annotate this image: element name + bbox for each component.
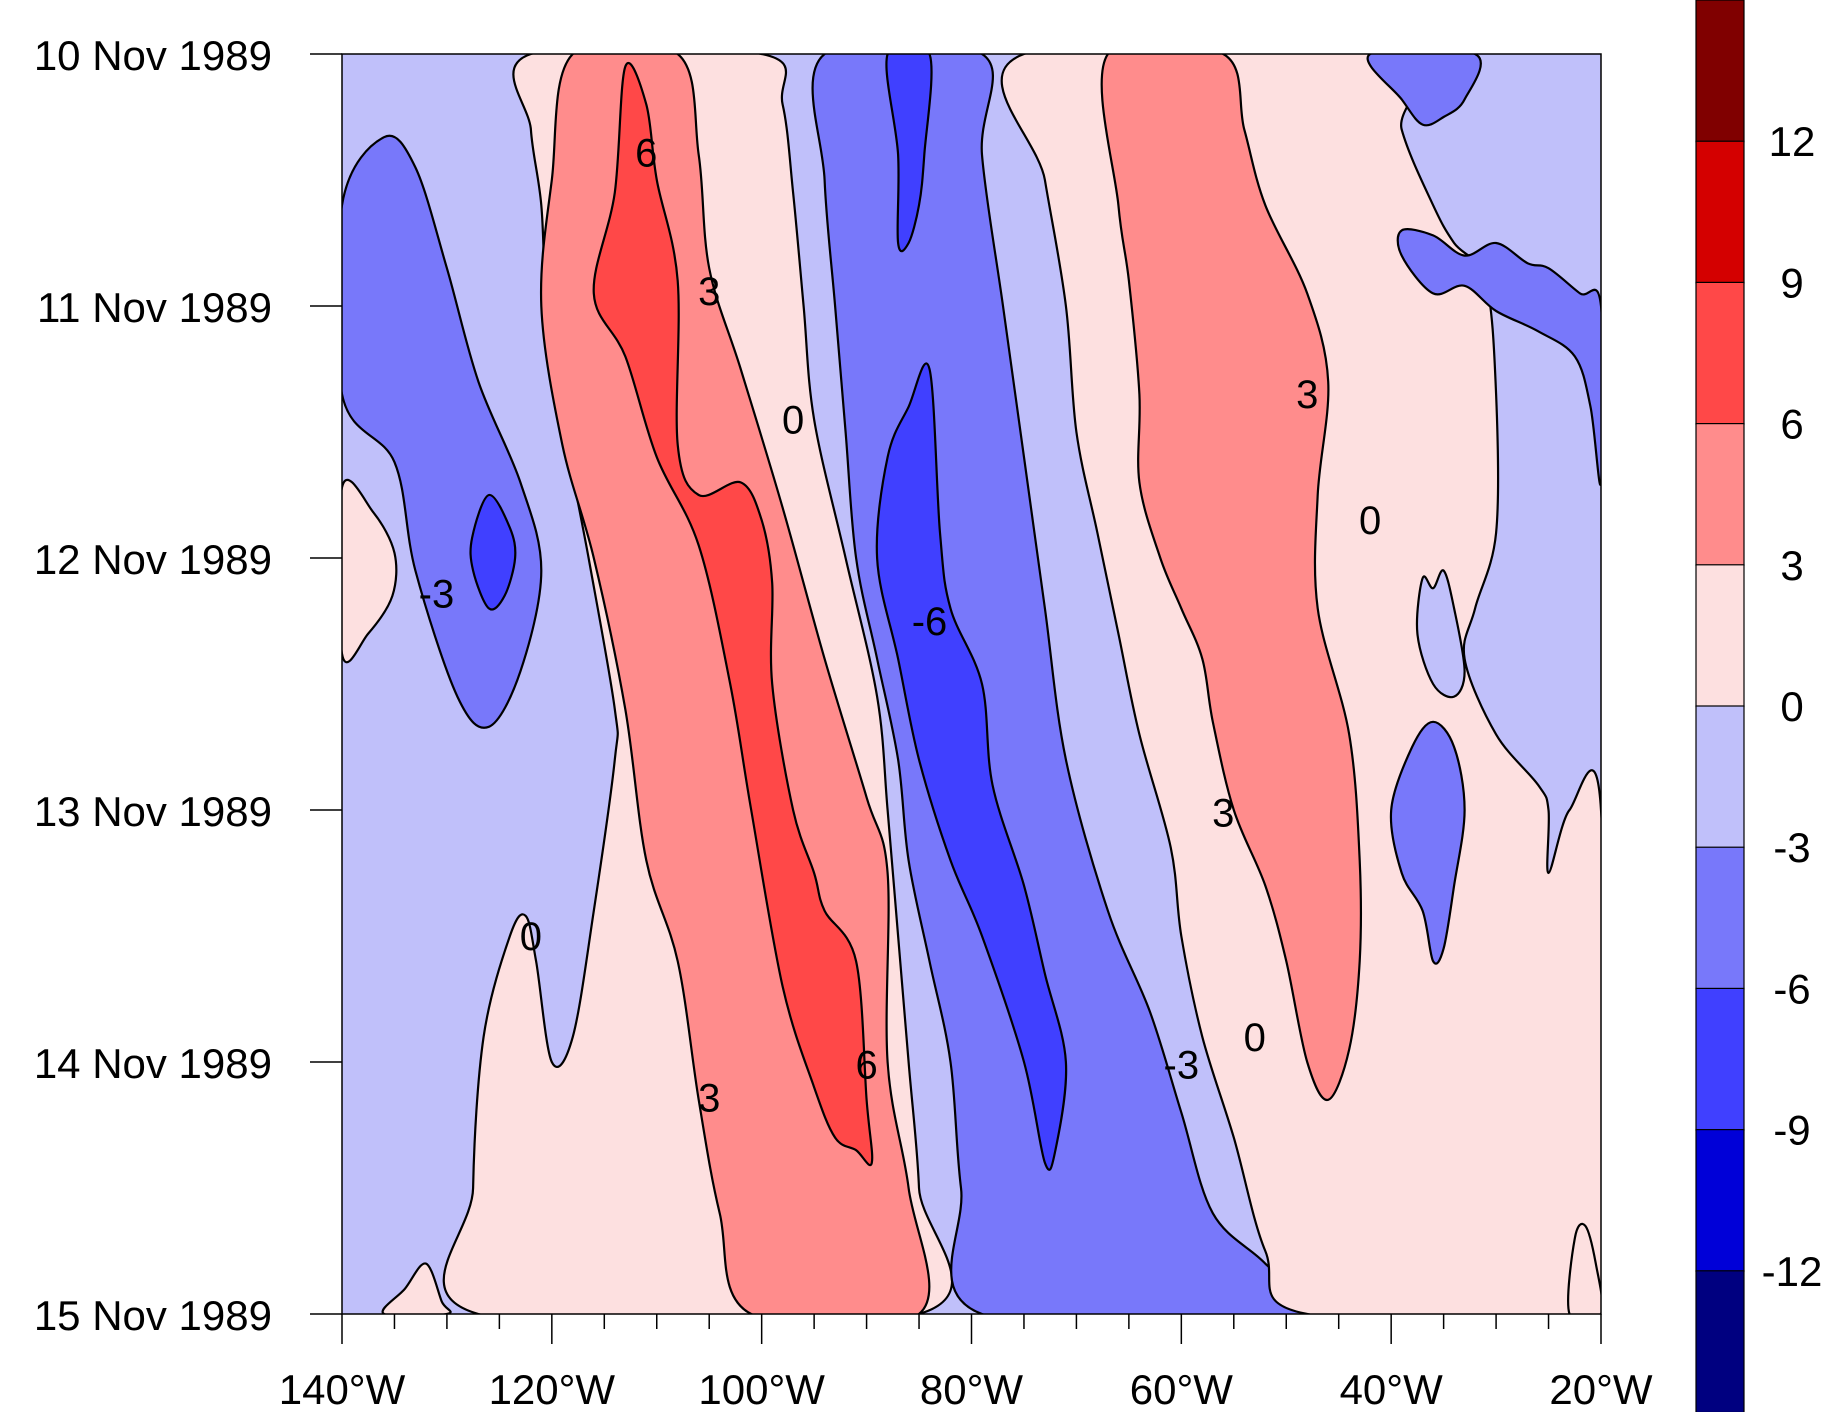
x-tick-label: 140°W (279, 1366, 406, 1412)
contour-label: 0 (1244, 1016, 1266, 1060)
contour-region-0_to_3 (342, 478, 398, 664)
x-tick-label: 100°W (698, 1366, 825, 1412)
colorbar-swatch (1695, 846, 1745, 990)
contour-region-0_to_3 (1567, 1222, 1601, 1314)
contour-label: 3 (1296, 373, 1318, 417)
contour-region-m6_to_m3 (1396, 228, 1601, 486)
contour-label: -3 (1164, 1044, 1200, 1088)
x-tick-label: 60°W (1130, 1366, 1234, 1412)
colorbar-label: 3 (1780, 542, 1803, 589)
contour-label: 6 (855, 1044, 877, 1088)
x-tick-label: 120°W (489, 1366, 616, 1412)
x-tick-label: 80°W (920, 1366, 1024, 1412)
y-tick-label: 11 Nov 1989 (37, 284, 272, 331)
contour-label: -3 (419, 572, 455, 616)
colorbar-swatch (1695, 281, 1745, 425)
contour-fills (342, 54, 1601, 1314)
contour-region-m3_to_0 (1415, 569, 1466, 699)
contour-region-m9_to_m6 (875, 362, 1068, 1171)
contour-region-m6_to_m3 (811, 54, 1324, 1314)
contour-label: 3 (698, 1076, 720, 1120)
colorbar-label: 12 (1769, 118, 1816, 165)
plot-area (341, 53, 1602, 1315)
colorbar-swatch (1695, 0, 1745, 143)
contour-label: -6 (912, 600, 948, 644)
colorbar-label: 6 (1780, 401, 1803, 448)
contour-region-6_to_9 (592, 62, 874, 1167)
colorbar-label: 9 (1780, 259, 1803, 306)
contour-region-3_to_6 (1100, 54, 1363, 1101)
y-tick-label: 10 Nov 1989 (34, 32, 272, 79)
colorbar-label: -3 (1773, 824, 1810, 871)
colorbar-label: -12 (1762, 1248, 1823, 1295)
contour-region-m6_to_m3 (1389, 720, 1466, 965)
colorbar-swatch (1695, 1270, 1745, 1412)
colorbar-swatch (1695, 423, 1745, 566)
contour-label: 6 (635, 131, 657, 175)
colorbar-swatch (1695, 1128, 1745, 1272)
colorbar-label: -9 (1773, 1107, 1810, 1154)
y-tick-label: 12 Nov 1989 (34, 536, 272, 583)
contour-label: 0 (1359, 499, 1381, 543)
colorbar-swatch (1695, 564, 1745, 708)
contour-region-0_to_3 (381, 1262, 452, 1314)
colorbar-label: 0 (1780, 683, 1803, 730)
x-tick-label: 20°W (1549, 1366, 1653, 1412)
colorbar-swatch (1695, 705, 1745, 849)
contour-labels: 6 3 0 -3 -6 3 0 3 0 3 6 -3 0 (419, 131, 1382, 1120)
y-tick-label: 13 Nov 1989 (34, 788, 272, 835)
colorbar-swatch (1695, 140, 1745, 284)
y-tick-label: 14 Nov 1989 (34, 1040, 272, 1087)
colorbar-label: -6 (1773, 965, 1810, 1012)
contour-label: 0 (520, 915, 542, 959)
x-tick-label: 40°W (1340, 1366, 1444, 1412)
y-tick-label: 15 Nov 1989 (34, 1292, 272, 1339)
contour-label: 3 (698, 270, 720, 314)
y-axis: 10 Nov 1989 11 Nov 1989 12 Nov 1989 13 Nov … (34, 32, 342, 1339)
contour-region-m9_to_m6 (469, 493, 517, 611)
contour-region-m9_to_m6 (885, 54, 933, 253)
contour-label: 3 (1212, 792, 1234, 836)
colorbar-swatch (1695, 987, 1745, 1131)
colorbar: 12 9 6 3 0 -3 -6 -9 -12 (1695, 0, 1823, 1412)
contour-label: 0 (782, 398, 804, 442)
x-axis: 140°W 120°W 100°W 80°W 60°W 40°W 20°W (279, 1314, 1653, 1412)
contour-region-m6_to_m3 (1366, 54, 1482, 127)
